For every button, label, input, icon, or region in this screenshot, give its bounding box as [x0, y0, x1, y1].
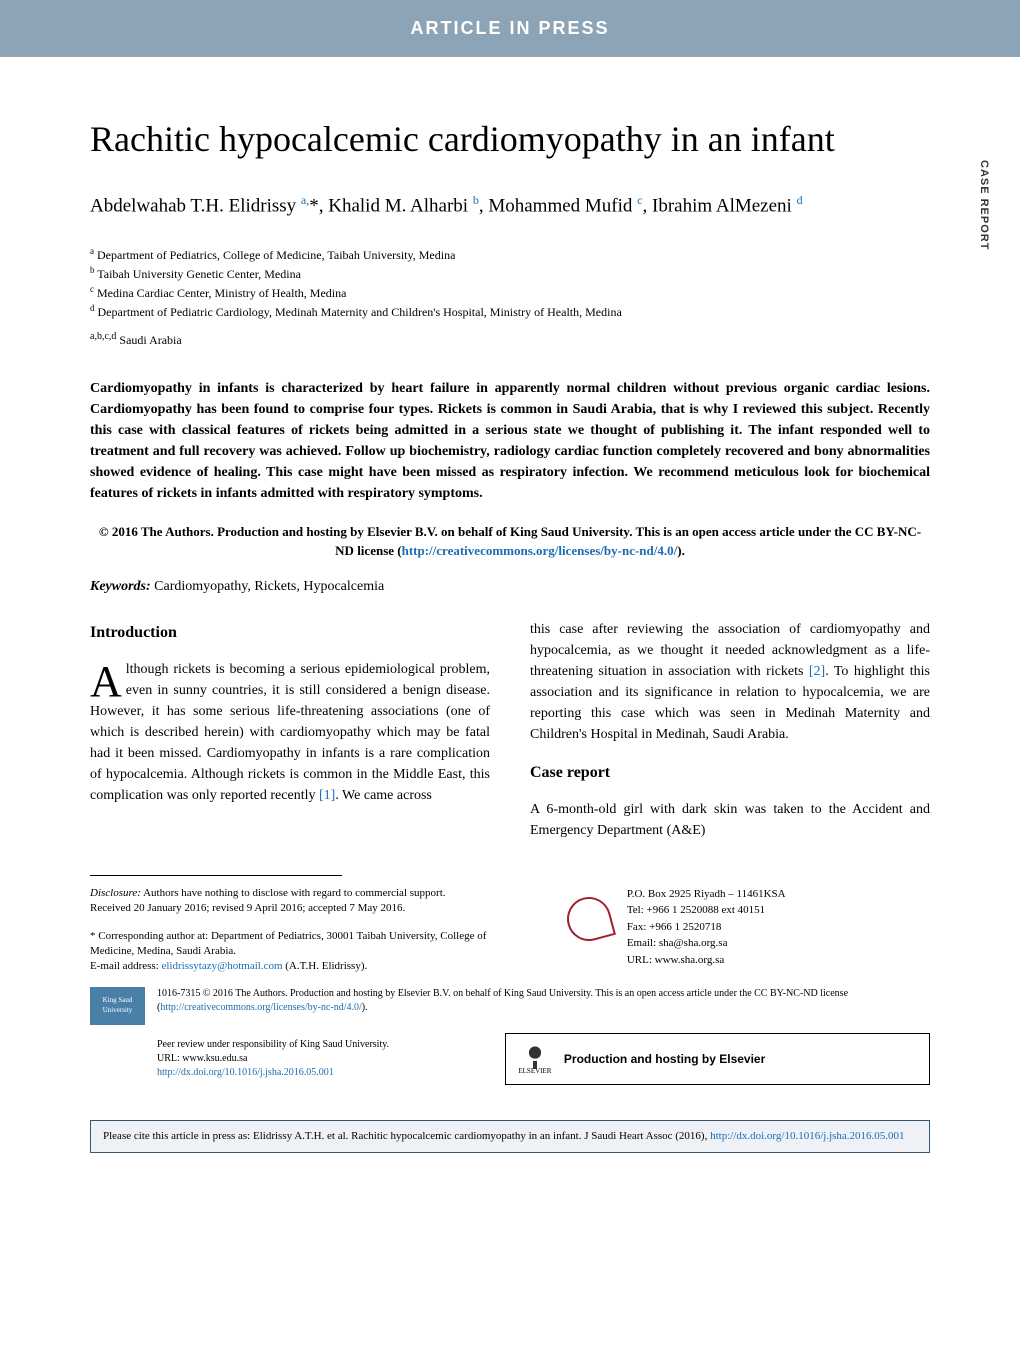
case-report-side-label: CASE REPORT	[978, 160, 990, 250]
keywords: Keywords: Cardiomyopathy, Rickets, Hypoc…	[90, 579, 930, 595]
received-line: Received 20 January 2016; revised 9 Apri…	[90, 901, 532, 916]
intro-continuation: this case after reviewing the associatio…	[530, 619, 930, 745]
affiliation-line: a Department of Pediatrics, College of M…	[90, 245, 930, 264]
sha-logo	[562, 886, 617, 956]
body-columns: Introduction Although rickets is becomin…	[90, 605, 930, 855]
ksu-url: URL: www.ksu.edu.sa	[157, 1052, 493, 1066]
country-line: a,b,c,d Saudi Arabia	[90, 331, 930, 348]
cite-before: Please cite this article in press as: El…	[103, 1130, 710, 1142]
heart-logo-icon	[562, 892, 616, 946]
footer-block: Disclosure: Authors have nothing to disc…	[90, 886, 930, 975]
disclosure-text: Authors have nothing to disclose with re…	[141, 887, 446, 899]
introduction-heading: Introduction	[90, 621, 490, 645]
email-link[interactable]: elidrissytazy@hotmail.com	[161, 960, 282, 972]
elsevier-logo: ELSEVIER	[516, 1040, 554, 1078]
cite-link[interactable]: http://dx.doi.org/10.1016/j.jsha.2016.05…	[710, 1130, 904, 1142]
ref-1-link[interactable]: [1]	[319, 788, 335, 803]
peer-review-row: Peer review under responsibility of King…	[90, 1033, 930, 1085]
ksu-logo-icon: King Saud University	[90, 987, 145, 1025]
contact-email: Email: sha@sha.org.sa	[627, 935, 786, 952]
footer-right: P.O. Box 2925 Riyadh – 11461KSA Tel: +96…	[562, 886, 930, 975]
authors-line: Abdelwahab T.H. Elidrissy a,*, Khalid M.…	[90, 192, 930, 220]
contact-po: P.O. Box 2925 Riyadh – 11461KSA	[627, 886, 786, 903]
case-report-paragraph: A 6-month-old girl with dark skin was ta…	[530, 799, 930, 841]
copyright-after: ).	[677, 543, 685, 558]
affiliation-line: c Medina Cardiac Center, Ministry of Hea…	[90, 283, 930, 302]
copyright: © 2016 The Authors. Production and hosti…	[90, 522, 930, 561]
contact-fax: Fax: +966 1 2520718	[627, 919, 786, 936]
contact-info: P.O. Box 2925 Riyadh – 11461KSA Tel: +96…	[627, 886, 786, 969]
affiliation-line: d Department of Pediatric Cardiology, Me…	[90, 302, 930, 321]
email-label: E-mail address:	[90, 960, 161, 972]
footer-left: Disclosure: Authors have nothing to disc…	[90, 886, 532, 975]
intro-text-1: lthough rickets is becoming a serious ep…	[90, 662, 490, 803]
license-after: ).	[362, 1002, 368, 1013]
case-report-heading: Case report	[530, 761, 930, 785]
right-column: this case after reviewing the associatio…	[530, 605, 930, 855]
introduction-paragraph: Although rickets is becoming a serious e…	[90, 659, 490, 806]
citation-box: Please cite this article in press as: El…	[90, 1120, 930, 1153]
license-link[interactable]: http://creativecommons.org/licenses/by-n…	[160, 1002, 361, 1013]
doi-link[interactable]: http://dx.doi.org/10.1016/j.jsha.2016.05…	[157, 1067, 334, 1078]
cc-license-link[interactable]: http://creativecommons.org/licenses/by-n…	[402, 543, 678, 558]
contact-tel: Tel: +966 1 2520088 ext 40151	[627, 902, 786, 919]
affiliations: a Department of Pediatrics, College of M…	[90, 245, 930, 321]
peer-left: Peer review under responsibility of King…	[157, 1038, 493, 1080]
footnote-rule	[90, 875, 342, 876]
corresponding-author: * Corresponding author at: Department of…	[90, 929, 532, 960]
dropcap: A	[90, 659, 126, 700]
hosting-text: Production and hosting by Elsevier	[564, 1052, 765, 1066]
keywords-text: Cardiomyopathy, Rickets, Hypocalcemia	[151, 579, 385, 594]
article-in-press-banner: ARTICLE IN PRESS	[0, 0, 1020, 57]
elsevier-tree-icon	[521, 1043, 549, 1067]
ref-2-link[interactable]: [2]	[809, 664, 825, 679]
article-title: Rachitic hypocalcemic cardiomyopathy in …	[90, 117, 930, 162]
email-suffix: (A.T.H. Elidrissy).	[283, 960, 368, 972]
peer-review-text: Peer review under responsibility of King…	[157, 1038, 493, 1052]
contact-url: URL: www.sha.org.sa	[627, 952, 786, 969]
elsevier-box: ELSEVIER Production and hosting by Elsev…	[505, 1033, 930, 1085]
license-row: King Saud University 1016-7315 © 2016 Th…	[90, 987, 930, 1025]
intro-text-2: . We came across	[335, 788, 432, 803]
affiliation-line: b Taibah University Genetic Center, Medi…	[90, 264, 930, 283]
abstract: Cardiomyopathy in infants is characteriz…	[90, 378, 930, 504]
country-sup: a,b,c,d	[90, 331, 116, 342]
left-column: Introduction Although rickets is becomin…	[90, 605, 490, 855]
country-text: Saudi Arabia	[119, 333, 181, 347]
keywords-label: Keywords:	[90, 579, 151, 594]
article-content: Rachitic hypocalcemic cardiomyopathy in …	[0, 57, 1020, 1105]
disclosure: Disclosure: Authors have nothing to disc…	[90, 886, 532, 901]
license-text: 1016-7315 © 2016 The Authors. Production…	[157, 987, 930, 1015]
disclosure-label: Disclosure:	[90, 887, 141, 899]
email-line: E-mail address: elidrissytazy@hotmail.co…	[90, 959, 532, 974]
